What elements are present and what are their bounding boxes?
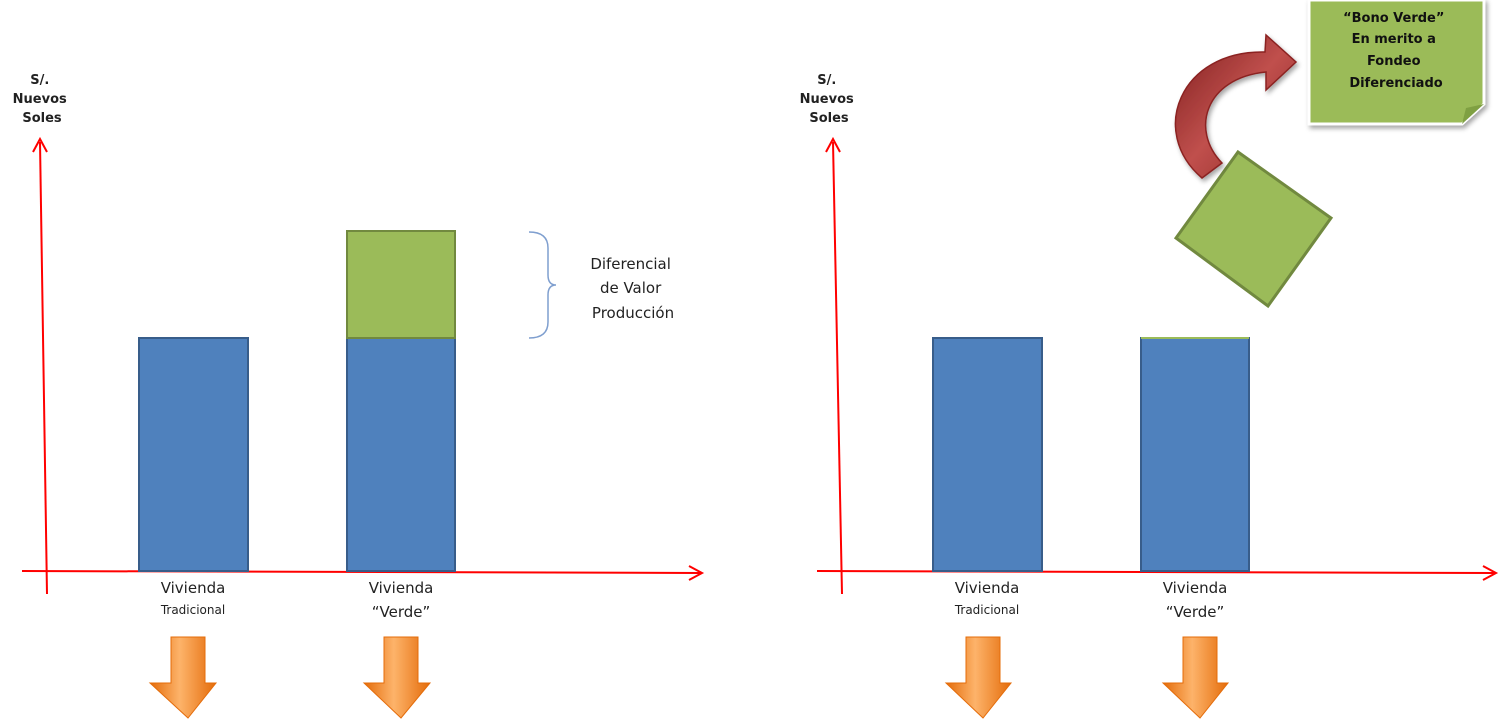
left-diagram: S/. Nuevos Soles Diferencial de Valor Pr… <box>13 73 705 719</box>
left-cat-1-line2: Tradicional <box>160 603 225 617</box>
right-cat-1-line1: Vivienda <box>955 579 1020 597</box>
right-cat-2-line1: Vivienda <box>1163 579 1228 597</box>
right-y-axis-label: S/. Nuevos Soles <box>800 73 859 126</box>
right-cat-2-line2: “Verde” <box>1166 603 1225 621</box>
orange-down-arrow-icon <box>148 636 218 719</box>
orange-down-arrow-icon <box>944 636 1013 719</box>
red-curved-arrow-icon <box>1174 33 1298 179</box>
sticky-note <box>1307 0 1486 126</box>
right-bar-tradicional <box>932 337 1043 572</box>
right-bar-verde <box>1140 337 1250 572</box>
left-cat-1-line1: Vivienda <box>161 579 226 597</box>
diferencial-label: Diferencial de Valor Producción <box>590 255 675 322</box>
right-y-axis <box>825 136 843 595</box>
right-diagram: S/. Nuevos Soles “Bono Verde” En merito … <box>800 0 1499 719</box>
green-bonus-block <box>1173 149 1334 309</box>
curly-brace <box>528 231 557 339</box>
left-cat-2-line2: “Verde” <box>372 603 431 621</box>
orange-down-arrow-icon <box>1161 636 1230 719</box>
left-bar-tradicional <box>138 337 249 572</box>
left-cat-2-line1: Vivienda <box>369 579 434 597</box>
sticky-note-text: “Bono Verde” En merito a Fondeo Diferenc… <box>1343 11 1449 91</box>
right-cat-1-line2: Tradicional <box>954 603 1019 617</box>
left-bar-verde-diferencial <box>346 230 456 339</box>
orange-down-arrow-icon <box>362 636 432 719</box>
left-bar-verde-base <box>346 337 456 572</box>
left-y-axis-label: S/. Nuevos Soles <box>13 73 72 126</box>
left-y-axis <box>32 136 48 595</box>
